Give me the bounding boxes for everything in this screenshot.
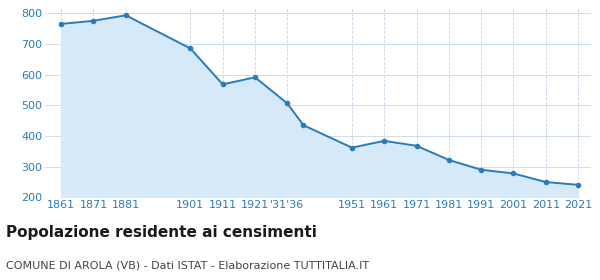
Point	[185, 46, 195, 51]
Point	[444, 158, 454, 162]
Point	[299, 123, 308, 127]
Point	[218, 82, 227, 87]
Point	[573, 183, 583, 187]
Point	[509, 171, 518, 176]
Point	[412, 144, 421, 148]
Point	[541, 180, 551, 184]
Point	[476, 167, 486, 172]
Point	[347, 145, 357, 150]
Point	[56, 22, 66, 26]
Text: COMUNE DI AROLA (VB) - Dati ISTAT - Elaborazione TUTTITALIA.IT: COMUNE DI AROLA (VB) - Dati ISTAT - Elab…	[6, 260, 369, 270]
Point	[250, 75, 260, 80]
Text: Popolazione residente ai censimenti: Popolazione residente ai censimenti	[6, 225, 317, 241]
Point	[121, 13, 131, 18]
Point	[89, 18, 98, 23]
Point	[379, 139, 389, 143]
Point	[283, 101, 292, 106]
